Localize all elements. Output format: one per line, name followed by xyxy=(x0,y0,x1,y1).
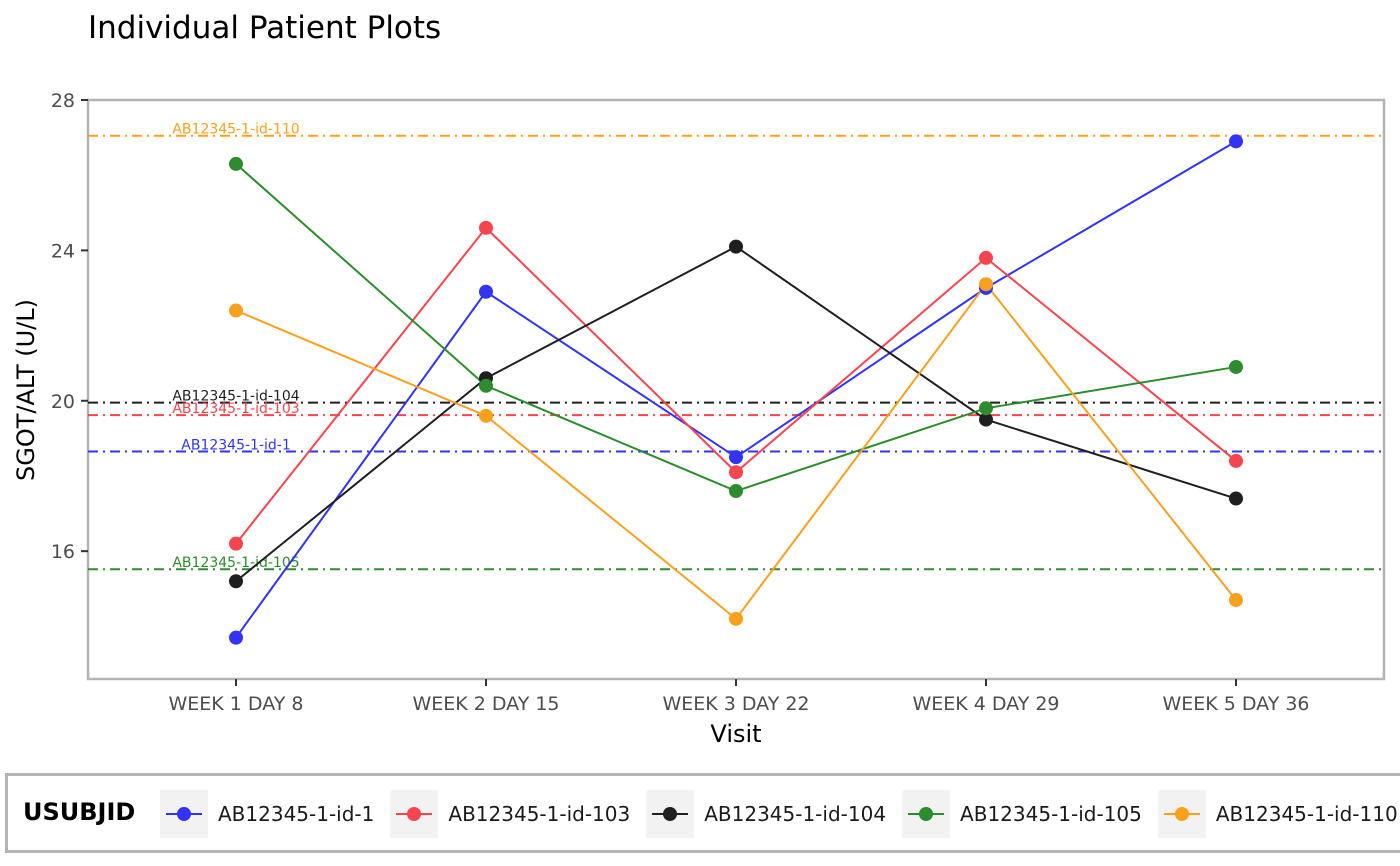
legend-item: AB12345-1-id-104 xyxy=(646,790,886,838)
data-point xyxy=(729,484,743,499)
legend-key-dot xyxy=(919,807,934,821)
data-point xyxy=(479,378,493,393)
x-axis-title: Visit xyxy=(710,720,761,748)
legend-item: AB12345-1-id-103 xyxy=(390,790,630,838)
data-point xyxy=(229,156,243,171)
legend-title: USUBJID xyxy=(23,798,136,826)
legend-key xyxy=(160,790,208,838)
plot-panel xyxy=(86,98,1386,681)
y-tick-label: 16 xyxy=(51,541,75,563)
legend-item: AB12345-1-id-110 xyxy=(1157,790,1398,838)
reference-line-label: AB12345-1-id-105 xyxy=(172,555,299,571)
data-point xyxy=(229,303,243,318)
chart-title: Individual Patient Plots xyxy=(88,10,441,46)
x-tick-label: WEEK 2 DAY 15 xyxy=(412,693,559,715)
data-point xyxy=(979,401,993,416)
legend-label: AB12345-1-id-103 xyxy=(448,802,631,826)
reference-line-label: AB12345-1-id-110 xyxy=(172,122,299,138)
y-tick-label: 28 xyxy=(51,90,75,112)
reference-line-label: AB12345-1-id-1 xyxy=(181,438,290,454)
y-tick-label: 20 xyxy=(51,391,75,413)
data-point xyxy=(729,611,743,626)
data-point xyxy=(729,450,743,465)
legend-label: AB12345-1-id-110 xyxy=(1215,802,1398,826)
data-point xyxy=(479,408,493,423)
legend-key xyxy=(902,790,951,838)
data-point xyxy=(979,250,993,265)
x-tick-label: WEEK 4 DAY 29 xyxy=(912,693,1059,715)
legend-key-dot xyxy=(177,807,191,821)
reference-lines: AB12345-1-id-110AB12345-1-id-104AB12345-… xyxy=(88,122,1384,571)
x-axis: WEEK 1 DAY 8 WEEK 2 DAY 15 WEEK 3 DAY 22 WE… xyxy=(169,679,1310,715)
data-point xyxy=(979,412,993,427)
y-axis: 16 20 24 28 xyxy=(51,90,88,563)
data-point xyxy=(229,536,243,551)
legend-label: AB12345-1-id-104 xyxy=(704,802,887,826)
legend-key-dot xyxy=(407,807,422,821)
data-point xyxy=(229,630,243,645)
legend-key xyxy=(1157,790,1206,838)
data-point xyxy=(1229,359,1243,374)
data-point xyxy=(1229,134,1243,149)
reference-line-label: AB12345-1-id-103 xyxy=(172,401,299,417)
legend-key-dot xyxy=(663,807,678,821)
data-point xyxy=(229,574,243,589)
legend-key xyxy=(390,790,439,838)
legend-label: AB12345-1-id-1 xyxy=(218,802,375,826)
reference-line-label: AB12345-1-id-104 xyxy=(172,389,299,405)
legend-label: AB12345-1-id-105 xyxy=(960,802,1142,826)
legend-item: AB12345-1-id-105 xyxy=(902,790,1142,838)
legend: USUBJID AB12345-1-id-1 AB12345-1-id-103 AB… xyxy=(5,773,1400,853)
data-point xyxy=(979,277,993,292)
legend-items: AB12345-1-id-1 AB12345-1-id-103 AB12345-1-… xyxy=(160,790,1400,838)
legend-key-dot xyxy=(1174,807,1189,821)
y-axis-title: SGOT/ALT (U/L) xyxy=(12,299,40,481)
data-point xyxy=(479,220,493,235)
data-point xyxy=(1229,453,1243,468)
legend-item: AB12345-1-id-1 xyxy=(160,790,374,838)
chart: Individual Patient Plots AB12345-1-id-11… xyxy=(12,10,1386,748)
y-tick-label: 24 xyxy=(51,240,75,262)
data-point xyxy=(1229,593,1243,608)
data-point xyxy=(729,239,743,254)
x-tick-label: WEEK 1 DAY 8 xyxy=(169,693,304,715)
x-tick-label: WEEK 5 DAY 36 xyxy=(1162,693,1309,715)
data-point xyxy=(1229,491,1243,506)
data-point xyxy=(729,465,743,480)
x-tick-label: WEEK 3 DAY 22 xyxy=(662,693,809,715)
series-group xyxy=(229,134,1243,645)
legend-key xyxy=(646,790,695,838)
data-point xyxy=(479,284,493,299)
